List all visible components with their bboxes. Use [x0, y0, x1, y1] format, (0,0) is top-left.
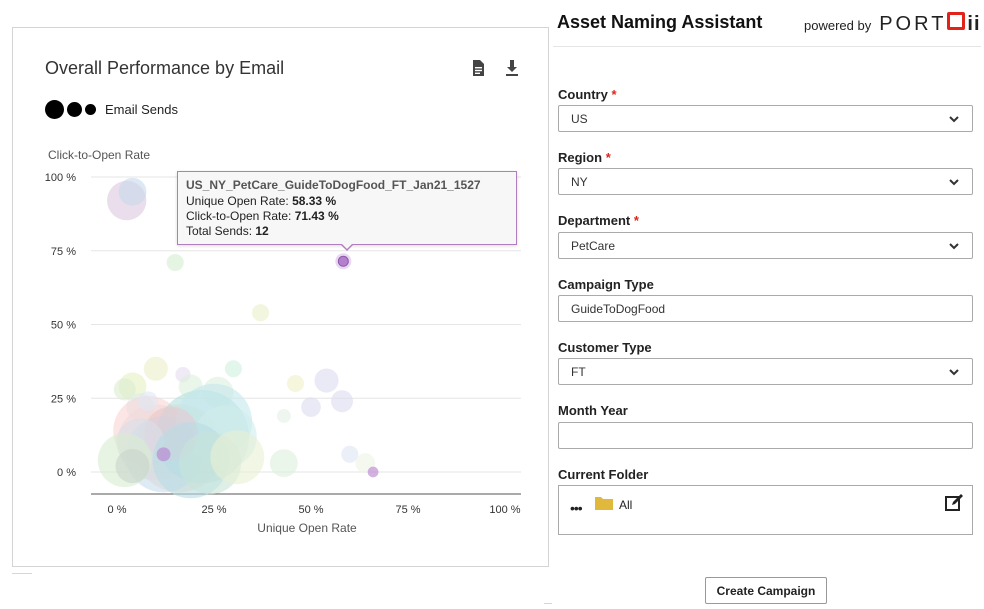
bubble-point [252, 304, 270, 322]
legend-medium-bubble [67, 102, 82, 117]
bubble-point [314, 368, 339, 393]
campaign-type-input[interactable]: GuideToDogFood [558, 295, 973, 322]
x-tick-label: 50 % [298, 504, 323, 516]
powered-by-logo: powered by PORT ii [804, 12, 981, 35]
x-axis-title: Unique Open Rate [257, 521, 357, 535]
bubble-point [269, 449, 298, 478]
bubble-point [138, 391, 158, 412]
current-folder-label: Current Folder [558, 467, 649, 482]
x-tick-label: 75 % [395, 504, 420, 516]
tooltip-pointer [340, 243, 354, 251]
department-select[interactable]: PetCare [558, 232, 973, 259]
chart-card: Overall Performance by Email Email Sends… [12, 27, 549, 567]
y-axis-title: Click-to-Open Rate [48, 148, 150, 162]
y-tick-label: 25 % [51, 393, 76, 405]
edit-icon[interactable] [944, 493, 964, 513]
month-year-label: Month Year [558, 403, 628, 418]
divider [544, 603, 552, 604]
create-campaign-button[interactable]: Create Campaign [705, 577, 827, 604]
month-year-input[interactable] [558, 422, 973, 449]
legend-small-bubble [85, 104, 96, 115]
download-icon[interactable] [503, 59, 521, 77]
bubble-point [143, 356, 168, 381]
folder-name[interactable]: All [619, 498, 633, 512]
document-icon[interactable] [469, 59, 487, 77]
bubble-point [224, 360, 242, 378]
current-folder-box: ••• All [558, 485, 973, 535]
brand-mark-icon [947, 12, 966, 30]
tooltip-total-sends: Total Sends: 12 [186, 224, 269, 238]
chevron-down-icon [949, 115, 959, 122]
customer-type-select[interactable]: FT [558, 358, 973, 385]
bubble-point [301, 397, 321, 417]
bubble-point [286, 374, 305, 393]
chart-title: Overall Performance by Email [45, 58, 285, 78]
customer-type-label: Customer Type [558, 340, 652, 355]
header-divider [553, 46, 981, 47]
bubble-point [118, 177, 147, 206]
bubble-chart: Click-to-Open Rate Unique Open Rate 0 % 2… [45, 148, 521, 535]
bubble-point [367, 466, 379, 478]
y-tick-label: 50 % [51, 320, 76, 332]
panel-title: Asset Naming Assistant [557, 12, 763, 32]
tooltip-open-rate: Unique Open Rate: 58.33 % [186, 194, 337, 208]
department-label: Department * [558, 213, 639, 228]
bubble-point [341, 445, 359, 463]
x-tick-label: 100 % [489, 504, 520, 516]
bubble-point [331, 390, 354, 413]
legend-label: Email Sends [105, 102, 178, 117]
campaign-type-label: Campaign Type [558, 277, 654, 292]
x-tick-label: 25 % [201, 504, 226, 516]
chart-tooltip: US_NY_PetCare_GuideToDogFood_FT_Jan21_15… [177, 171, 517, 245]
chevron-down-icon [949, 178, 959, 185]
x-tick-label: 0 % [108, 504, 127, 516]
folder-icon [595, 497, 613, 510]
tooltip-cto-rate: Click-to-Open Rate: 71.43 % [186, 209, 339, 223]
y-tick-label: 75 % [51, 246, 76, 258]
chart-legend[interactable]: Email Sends [45, 100, 178, 119]
tooltip-email-name: US_NY_PetCare_GuideToDogFood_FT_Jan21_15… [186, 178, 481, 192]
country-label: Country * [558, 87, 617, 102]
chevron-down-icon [949, 368, 959, 375]
country-select[interactable]: US [558, 105, 973, 132]
chevron-down-icon [949, 242, 959, 249]
legend-large-bubble [45, 100, 64, 119]
bubble-point [276, 408, 291, 423]
bubble-point [113, 378, 136, 401]
highlighted-point [337, 255, 349, 267]
more-icon[interactable]: ••• [570, 500, 583, 516]
y-tick-label: 100 % [45, 172, 76, 184]
region-select[interactable]: NY [558, 168, 973, 195]
bubble-point [166, 254, 184, 272]
bubble-point [115, 449, 150, 484]
divider [12, 573, 32, 574]
region-label: Region * [558, 150, 611, 165]
y-tick-label: 0 % [57, 467, 76, 479]
bubble-point [156, 447, 171, 462]
bubble-point [210, 430, 265, 485]
brand-logo: PORT [879, 13, 947, 35]
